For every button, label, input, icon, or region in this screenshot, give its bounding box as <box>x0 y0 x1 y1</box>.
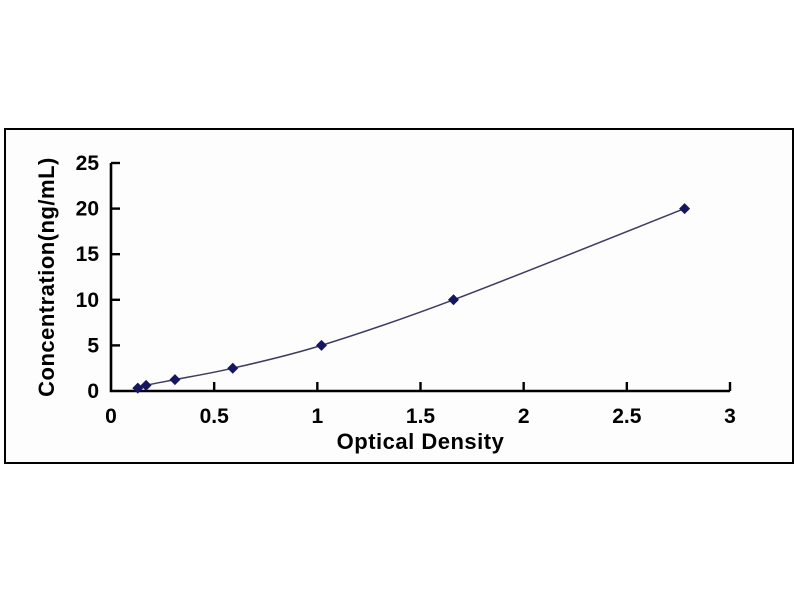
y-tick-label: 10 <box>76 289 99 312</box>
data-point-marker <box>227 362 239 374</box>
x-tick-label: 3 <box>724 405 736 428</box>
x-tick-label: 1.5 <box>406 405 436 428</box>
data-point-marker <box>132 382 144 394</box>
y-tick-label: 0 <box>87 380 99 403</box>
x-tick-label: 2.5 <box>612 405 642 428</box>
data-point-marker <box>448 294 460 306</box>
x-tick-label: 2 <box>518 405 530 428</box>
y-tick-label: 25 <box>76 152 100 175</box>
x-tick-label: 1 <box>311 405 323 428</box>
axes-lines <box>109 163 730 393</box>
y-axis-title: Concentration(ng/mL) <box>34 157 59 397</box>
data-point-marker <box>679 203 691 215</box>
y-tick-label: 15 <box>76 243 100 266</box>
y-tick-label: 20 <box>76 198 99 221</box>
data-point-marker <box>169 374 181 386</box>
chart-frame <box>4 128 794 464</box>
x-tick-label: 0.5 <box>200 405 230 428</box>
curve-line <box>137 207 685 389</box>
x-tick-label: 0 <box>105 405 117 428</box>
data-point-marker <box>140 379 152 391</box>
y-tick-label: 5 <box>87 334 99 357</box>
x-axis-title: Optical Density <box>336 429 505 454</box>
data-point-marker <box>315 339 327 351</box>
